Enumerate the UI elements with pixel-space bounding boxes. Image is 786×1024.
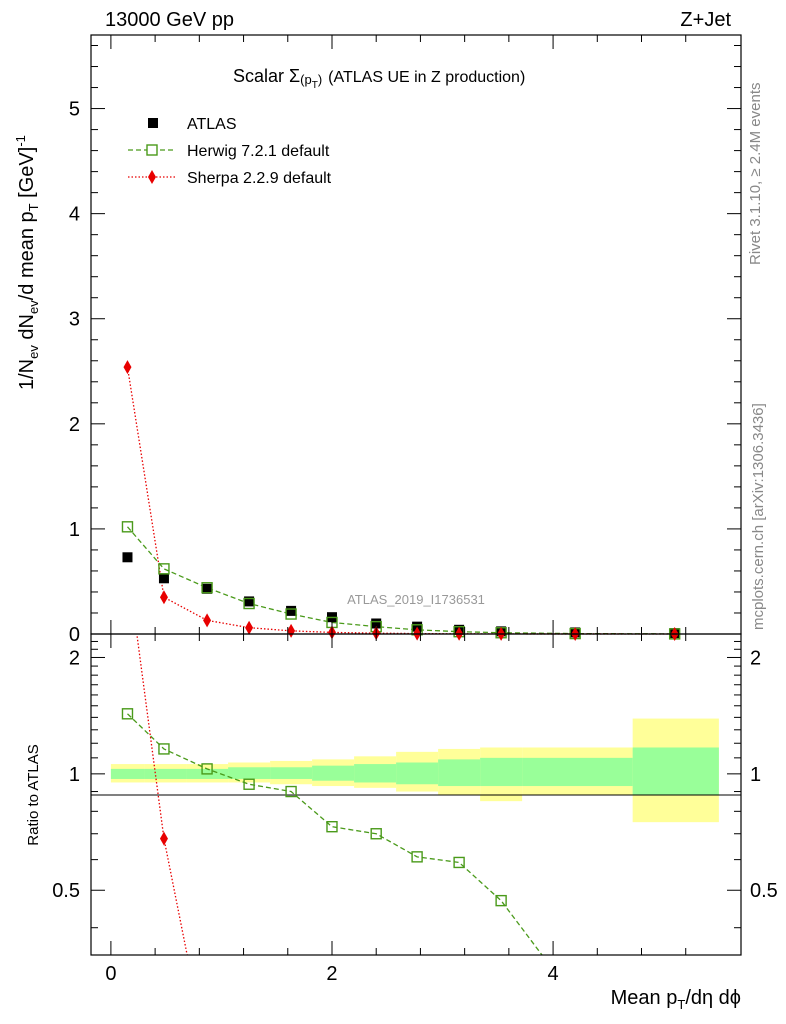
x-axis-label: Mean pT/dη dϕ [611, 987, 741, 1012]
ratio-inner-band [480, 757, 523, 787]
herwig-ratio-point [326, 820, 338, 833]
ratio-data-marks [121, 634, 543, 955]
ratio-panel: 0.5 0.5 1 1 2 2 0 2 4 Ratio to ATLAS Mean pT/dη … [25, 633, 778, 1012]
sherpa-ratio-line [136, 634, 188, 955]
ratio-ytick-label: 2 [69, 647, 80, 669]
atlas-main-point [122, 552, 133, 563]
ratio-inner-band [396, 762, 439, 785]
legend-sherpa-label: Sherpa 2.2.9 default [187, 170, 332, 187]
herwig-ratio-point [201, 763, 213, 775]
ratio-inner-band [270, 767, 313, 779]
legend-item-atlas: ATLAS [148, 116, 237, 133]
sherpa-main-point [159, 590, 168, 605]
main-y-label: 1/Nev dNev/d mean pT [GeV]-1 [13, 135, 41, 390]
main-ytick-label: 4 [69, 204, 80, 226]
sherpa-main-point [245, 620, 254, 635]
main-ytick-label: 5 [69, 99, 80, 121]
ratio-ytick-label-right: 1 [750, 764, 761, 786]
sherpa-main-point [123, 360, 132, 375]
legend-atlas-label: ATLAS [187, 116, 237, 133]
ratio-ytick-label-right: 0.5 [750, 880, 778, 902]
legend: ATLAS Herwig 7.2.1 default Sherpa 2.2.9 … [128, 116, 332, 187]
ratio-series-group [121, 634, 543, 955]
ratio-xtick-label: 0 [105, 963, 116, 985]
herwig-ratio-point [453, 856, 465, 869]
legend-atlas-marker [148, 118, 158, 128]
main-axis-ticks: 0 1 2 3 4 5 [69, 35, 741, 646]
side-mcplots-text: mcplots.cern.ch [arXiv:1306.3436] [750, 403, 767, 630]
ratio-inner-band [110, 768, 145, 779]
herwig-ratio-point [121, 708, 134, 720]
ratio-y-label: Ratio to ATLAS [25, 744, 42, 845]
sherpa-main-point [203, 613, 212, 628]
legend-sherpa-marker [148, 170, 156, 184]
watermark: ATLAS_2019_I1736531 [347, 592, 485, 607]
ratio-ytick-label: 1 [69, 764, 80, 786]
ratio-inner-band [312, 765, 355, 781]
herwig-ratio-point [370, 828, 382, 840]
main-ytick-label: 2 [69, 414, 80, 436]
atlas-main-point [202, 583, 213, 594]
herwig-ratio-point [158, 743, 170, 755]
ratio-inner-band [354, 764, 397, 783]
ratio-ytick-label-right: 2 [750, 647, 761, 669]
main-ytick-label: 1 [69, 519, 80, 541]
herwig-ratio-line [127, 713, 543, 955]
ratio-xtick-label: 4 [548, 963, 559, 985]
herwig-main-point [243, 597, 255, 610]
ratio-inner-band [632, 747, 719, 796]
ratio-axis-ticks: 0.5 0.5 1 1 2 2 0 2 4 [52, 634, 778, 985]
atlas-main-point [244, 596, 255, 607]
ratio-xtick-label: 2 [326, 963, 337, 985]
header-right: Z+Jet [680, 9, 731, 31]
ratio-inner-band [438, 759, 481, 787]
herwig-ratio-point [495, 894, 507, 907]
ratio-frame [90, 633, 742, 956]
header-left: 13000 GeV pp [105, 9, 234, 31]
main-panel: ATLAS_2019_I1736531 0 1 2 3 4 5 Scalar Σ(pT)(… [13, 34, 742, 646]
ratio-inner-band [228, 767, 271, 779]
herwig-ratio-point [285, 785, 297, 798]
legend-herwig-label: Herwig 7.2.1 default [187, 143, 330, 160]
main-ytick-label: 0 [69, 624, 80, 646]
main-title: Scalar Σ(pT) (ATLAS UE in Z production) [233, 66, 525, 91]
atlas-main-point [371, 618, 382, 629]
herwig-main-point [285, 608, 297, 620]
sherpa-ratio-point [159, 831, 168, 846]
main-ytick-label: 3 [69, 309, 80, 331]
legend-item-herwig: Herwig 7.2.1 default [128, 143, 330, 160]
atlas-main-point [286, 605, 297, 616]
legend-herwig-marker [146, 144, 158, 156]
atlas-main-point [158, 573, 169, 584]
ratio-ytick-label: 0.5 [52, 880, 80, 902]
herwig-main-point [121, 521, 134, 533]
ratio-inner-band [522, 757, 633, 787]
herwig-ratio-point [243, 778, 255, 790]
herwig-main-point [201, 582, 213, 594]
herwig-ratio-point [411, 851, 423, 863]
sherpa-main-point [287, 623, 296, 638]
ratio-inner-band [144, 768, 187, 779]
legend-item-sherpa: Sherpa 2.2.9 default [128, 170, 332, 187]
side-rivet-text: Rivet 3.1.10, ≥ 2.4M events [747, 83, 764, 266]
herwig-main-point [158, 563, 170, 575]
